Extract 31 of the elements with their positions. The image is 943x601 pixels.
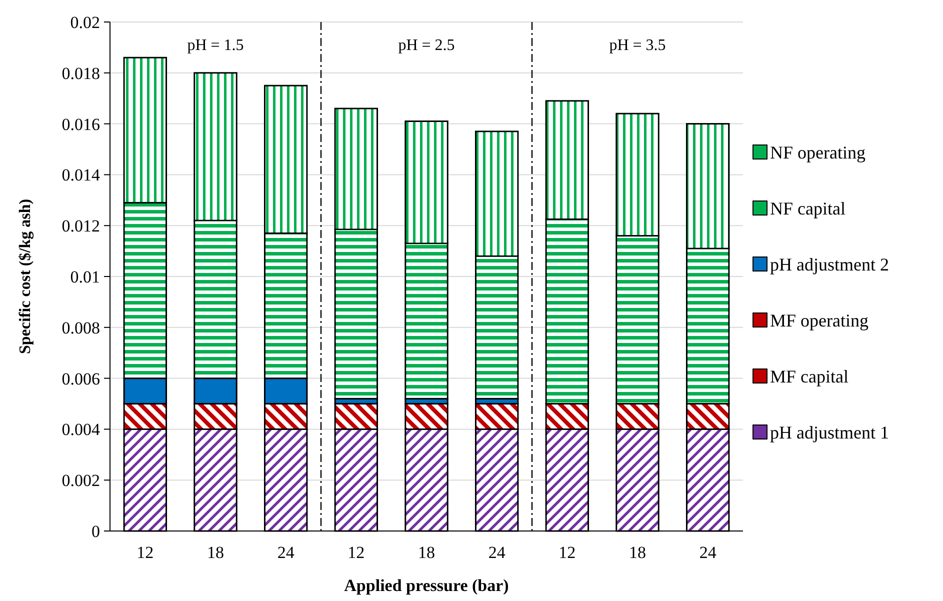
legend-label: MF capital <box>770 366 848 386</box>
legend-label: MF operating <box>770 310 868 330</box>
y-tick-label: 0.004 <box>62 420 100 440</box>
x-tick-label: 12 <box>136 543 154 562</box>
y-tick-label: 0.006 <box>62 369 100 388</box>
y-tick-label: 0 <box>92 522 100 541</box>
x-tick-label: 18 <box>629 543 646 562</box>
annotation: pH = 1.5 <box>187 37 244 54</box>
annotation: pH = 2.5 <box>398 37 455 54</box>
x-tick-label: 24 <box>488 543 506 562</box>
x-tick-label: 18 <box>418 543 435 562</box>
annotation: pH = 3.5 <box>609 37 666 54</box>
x-tick-label: 12 <box>558 543 576 562</box>
y-tick-label: 0.008 <box>62 318 100 338</box>
y-axis-title: Specific cost ($/kg ash) <box>17 198 34 354</box>
y-tick-label: 0.01 <box>70 267 100 286</box>
x-tick-label: 24 <box>277 543 295 562</box>
y-tick-label: 0.014 <box>62 166 100 185</box>
y-tick-label: 0.012 <box>62 216 100 236</box>
y-tick-label: 0.02 <box>70 12 100 32</box>
x-tick-label: 24 <box>699 543 717 562</box>
legend-label: NF operating <box>770 142 866 162</box>
legend-label: pH adjustment 2 <box>770 254 889 274</box>
x-tick-label: 18 <box>207 543 224 562</box>
x-tick-label: 12 <box>348 543 365 562</box>
legend-label: pH adjustment 1 <box>770 422 889 442</box>
x-axis-title: Applied pressure (bar) <box>344 576 509 595</box>
y-tick-label: 0.016 <box>62 114 100 134</box>
y-tick-label: 0.002 <box>62 471 100 490</box>
legend-label: NF capital <box>770 198 846 218</box>
y-tick-label: 0.018 <box>62 64 100 83</box>
